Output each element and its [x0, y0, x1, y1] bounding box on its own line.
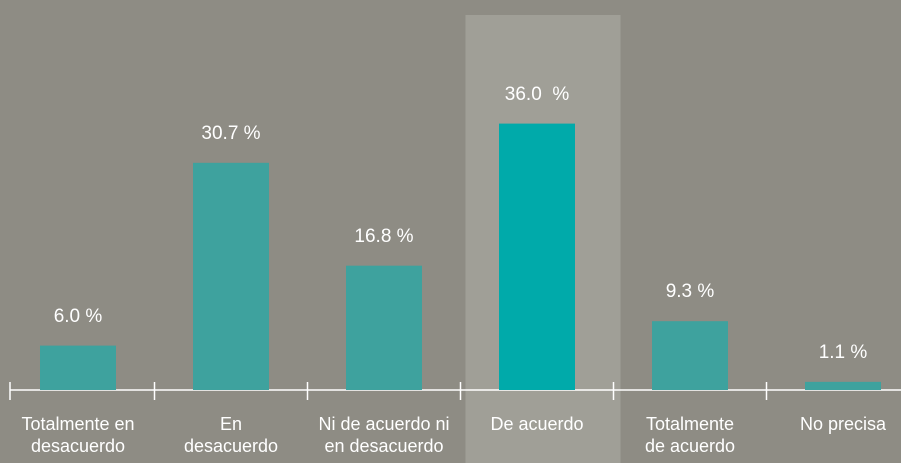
- value-label: 16.8 %: [354, 225, 414, 247]
- bar: [40, 345, 116, 390]
- x-tick-label: No precisa: [799, 414, 887, 434]
- value-label: 1.1 %: [818, 341, 868, 363]
- x-tick-label: Totalmente en desacuerdo: [21, 414, 135, 456]
- bar: [499, 123, 575, 390]
- value-label: 6.0 %: [53, 305, 103, 327]
- value-label: 9.3 %: [665, 281, 715, 303]
- x-tick-label: De acuerdo: [490, 414, 584, 434]
- x-tick-label: Totalmente de acuerdo: [644, 414, 736, 456]
- x-tick-label: Ni de acuerdo ni en desacuerdo: [318, 414, 450, 456]
- bar: [652, 321, 728, 390]
- bar: [805, 381, 881, 390]
- bar: [193, 162, 269, 390]
- bar: [346, 265, 422, 390]
- x-tick-label: En desacuerdo: [183, 414, 279, 456]
- value-label: 36.0 %: [504, 83, 570, 105]
- value-label: 30.7 %: [201, 122, 261, 144]
